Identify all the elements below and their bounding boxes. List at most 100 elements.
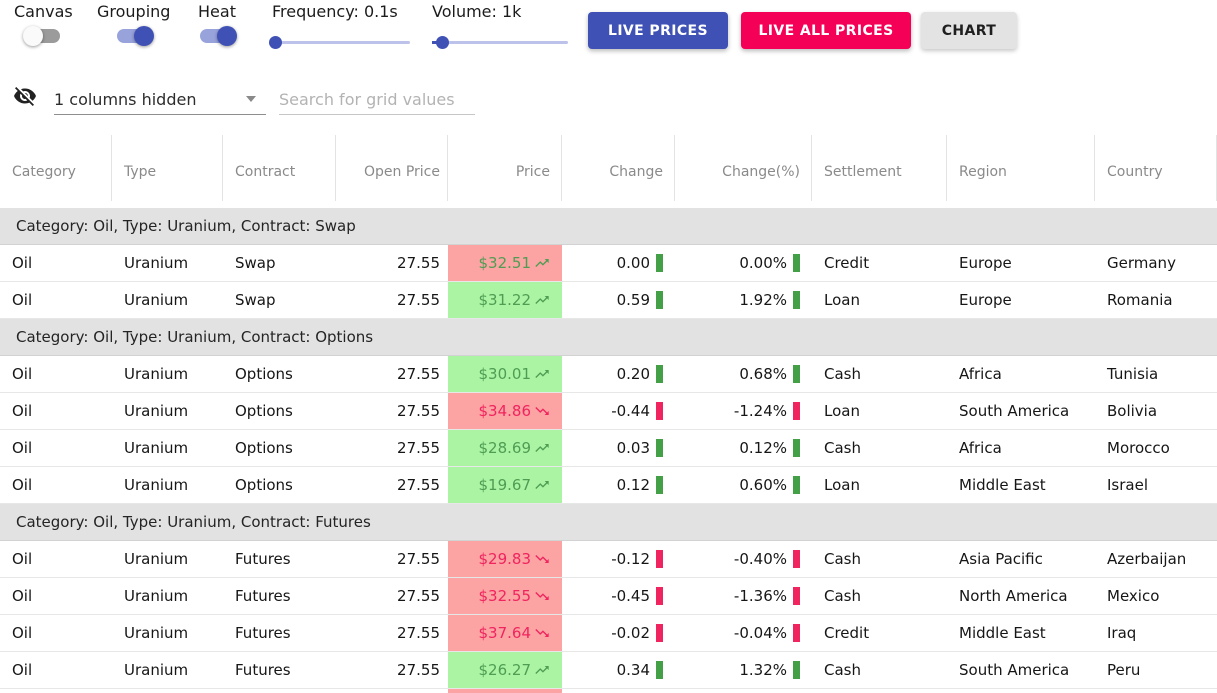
cell-country: Iraq	[1107, 624, 1137, 642]
column-header-price[interactable]: Price	[448, 135, 562, 208]
cell-contract: Swap	[235, 254, 276, 272]
price-value: $30.01	[478, 365, 532, 383]
cell-category: Oil	[12, 661, 33, 679]
live-all-prices-button[interactable]: LIVE ALL PRICES	[741, 12, 911, 49]
cell-contract: Options	[235, 476, 293, 494]
cell-type: Uranium	[124, 476, 189, 494]
change-value: 0.00	[616, 254, 650, 272]
chart-button[interactable]: CHART	[921, 12, 1017, 49]
cell-category: Oil	[12, 587, 33, 605]
cell-settlement: Cash	[824, 365, 861, 383]
cell-type: Uranium	[124, 365, 189, 383]
change-bar	[656, 661, 663, 679]
price-cell: $37.64	[448, 615, 562, 651]
canvas-toggle[interactable]	[23, 25, 63, 47]
cell-change: -0.44	[562, 393, 675, 429]
table-row[interactable]: Oil Uranium Futures 27.55 $37.64 -0.02 -0.04% C…	[0, 615, 1217, 652]
cell-open-price: 27.55	[397, 402, 440, 420]
column-header-region[interactable]: Region	[947, 135, 1095, 208]
slider-thumb[interactable]	[435, 36, 449, 49]
table-row[interactable]: Oil Uranium Options 27.55 $30.01 0.20 0.68% Cas…	[0, 356, 1217, 393]
grid-search-input[interactable]	[279, 84, 475, 115]
group-row[interactable]: Category: Oil, Type: Uranium, Contract: …	[0, 504, 1217, 541]
price-cell: $19.67	[448, 467, 562, 503]
cell-category: Oil	[12, 476, 33, 494]
hidden-columns-select[interactable]: 1 columns hidden	[54, 84, 266, 115]
cell-settlement: Loan	[824, 402, 860, 420]
grid-body: Category: Oil, Type: Uranium, Contract: …	[0, 208, 1217, 693]
price-value: $32.51	[478, 254, 532, 272]
cell-change: 0.12	[562, 467, 675, 503]
column-header-contract[interactable]: Contract	[223, 135, 336, 208]
change-bar	[793, 254, 800, 272]
column-header-category[interactable]: Category	[0, 135, 112, 208]
cell-change-pct: 1.92%	[675, 282, 812, 318]
grouping-toggle-group: Grouping	[97, 2, 170, 47]
change-bar	[793, 587, 800, 605]
volume-slider-group: Volume: 1k	[432, 2, 568, 49]
cell-category: Oil	[12, 402, 33, 420]
cell-open-price: 27.55	[397, 291, 440, 309]
slider-thumb[interactable]	[268, 36, 282, 49]
table-row[interactable]: Oil Uranium Options 27.55 $34.86 -0.44 -1.24% L…	[0, 393, 1217, 430]
cell-change: 0.34	[562, 652, 675, 688]
column-header-country[interactable]: Country	[1095, 135, 1217, 208]
price-value: $26.27	[478, 661, 532, 679]
table-row[interactable]: Oil Uranium Futures 27.55 $26.27 0.34 1.32% Cas…	[0, 652, 1217, 689]
change-bar	[656, 365, 663, 383]
partial-price-cell	[448, 689, 562, 693]
cell-contract: Futures	[235, 661, 291, 679]
table-row[interactable]: Oil Uranium Swap 27.55 $32.51 0.00 0.00% Credit…	[0, 245, 1217, 282]
column-header-change[interactable]: Change	[562, 135, 675, 208]
change-value: -1.36%	[733, 587, 787, 605]
live-prices-button[interactable]: LIVE PRICES	[588, 12, 728, 49]
cell-settlement: Cash	[824, 587, 861, 605]
price-cell: $32.55	[448, 578, 562, 614]
toggle-thumb	[133, 26, 154, 46]
cell-settlement: Credit	[824, 624, 870, 642]
grouping-toggle[interactable]	[114, 25, 154, 47]
frequency-slider-group: Frequency: 0.1s	[268, 2, 410, 49]
price-cell: $28.69	[448, 430, 562, 466]
column-header-settlement[interactable]: Settlement	[812, 135, 947, 208]
cell-country: Peru	[1107, 661, 1141, 679]
table-row[interactable]: Oil Uranium Options 27.55 $19.67 0.12 0.60% Loa…	[0, 467, 1217, 504]
change-bar	[793, 661, 800, 679]
cell-open-price: 27.55	[397, 587, 440, 605]
change-value: -0.44	[611, 402, 650, 420]
cell-open-price: 27.55	[397, 476, 440, 494]
column-header-type[interactable]: Type	[112, 135, 223, 208]
column-header-change-[interactable]: Change(%)	[675, 135, 812, 208]
cell-country: Romania	[1107, 291, 1173, 309]
table-row[interactable]: Oil Uranium Swap 27.55 $31.22 0.59 1.92% Loan Eu…	[0, 282, 1217, 319]
table-row[interactable]: Oil Uranium Options 27.55 $28.69 0.03 0.12% Cas…	[0, 430, 1217, 467]
cell-open-price: 27.55	[397, 365, 440, 383]
volume-slider-label: Volume: 1k	[432, 2, 522, 21]
price-cell: $31.22	[448, 282, 562, 318]
group-row-label: Category: Oil, Type: Uranium, Contract: …	[16, 217, 356, 235]
cell-settlement: Loan	[824, 476, 860, 494]
table-row[interactable]: Oil Uranium Futures 27.55 $32.55 -0.45 -1.36% C…	[0, 578, 1217, 615]
heat-toggle[interactable]	[197, 25, 237, 47]
change-value: 1.92%	[739, 291, 787, 309]
table-row[interactable]: Oil Uranium Futures 27.55 $29.83 -0.12 -0.40% C…	[0, 541, 1217, 578]
change-value: -1.24%	[733, 402, 787, 420]
trending-up-icon	[535, 444, 549, 452]
column-header-open-price[interactable]: Open Price	[336, 135, 448, 208]
column-header-label: Type	[124, 163, 157, 180]
volume-slider[interactable]	[432, 36, 568, 49]
toggle-thumb	[23, 26, 44, 46]
price-value: $29.83	[478, 550, 532, 568]
change-bar	[793, 365, 800, 383]
partial-spacer	[0, 689, 448, 693]
group-row[interactable]: Category: Oil, Type: Uranium, Contract: …	[0, 319, 1217, 356]
price-value: $31.22	[478, 291, 532, 309]
cell-open-price: 27.55	[397, 624, 440, 642]
cell-country: Tunisia	[1107, 365, 1159, 383]
frequency-slider[interactable]	[268, 36, 410, 49]
group-row[interactable]: Category: Oil, Type: Uranium, Contract: …	[0, 208, 1217, 245]
cell-change: -0.12	[562, 541, 675, 577]
chevron-down-icon	[246, 96, 256, 102]
change-bar	[656, 624, 663, 642]
cell-open-price: 27.55	[397, 439, 440, 457]
